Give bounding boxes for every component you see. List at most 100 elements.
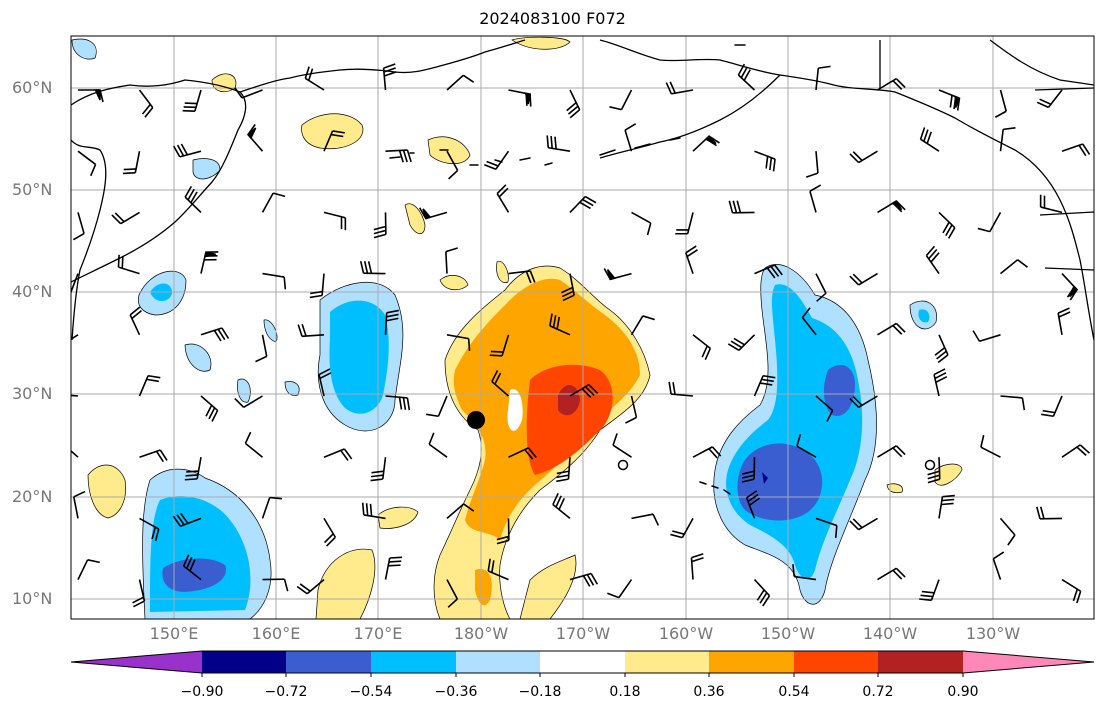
wind-barb: [919, 579, 940, 602]
wind-barb: [1061, 143, 1091, 157]
colorbar-tick-label: −0.90: [180, 684, 224, 700]
wind-barb: [938, 211, 956, 239]
wind-barb: [737, 63, 756, 91]
filled-circle-marker: [467, 411, 485, 429]
wind-barb: [182, 89, 202, 112]
lat-label: 20°N: [12, 487, 53, 506]
wind-barb: [815, 65, 831, 91]
wind-barb: [938, 494, 955, 519]
wind-barb: [323, 448, 353, 461]
wind-barb: [692, 334, 712, 360]
wind-barb: [849, 272, 878, 286]
wind-barb: [569, 383, 599, 399]
wind-barb: [370, 457, 387, 482]
colorbar-segment: [625, 651, 709, 673]
wind-barb: [849, 150, 878, 164]
wind-barb: [1000, 395, 1026, 411]
wind-barb: [361, 502, 386, 520]
lon-label: 130°W: [965, 624, 1021, 643]
wind-barb: [877, 199, 906, 214]
wind-barb: [569, 195, 597, 213]
lon-label: 180°W: [453, 624, 509, 643]
lon-label: 140°W: [862, 624, 918, 643]
wind-barb: [549, 313, 571, 336]
colorbar-tick-label: 0.90: [947, 684, 979, 700]
wind-barb: [304, 66, 325, 91]
wind-barb: [999, 127, 1016, 152]
colorbar-tick-label: 0.36: [693, 684, 725, 700]
wind-barb: [491, 370, 510, 397]
wind-barb: [446, 579, 459, 608]
wind-barb: [809, 184, 822, 213]
wind-barb: [933, 368, 948, 397]
wind-barb: [73, 490, 86, 519]
wind-barb: [792, 564, 817, 581]
lat-label: 30°N: [12, 384, 53, 403]
colorbar-segment: [540, 651, 625, 673]
wind-barb: [71, 394, 79, 397]
wind-barb: [877, 445, 906, 458]
wind-barb: [609, 89, 633, 111]
wind-barb: [184, 186, 202, 213]
wind-barb: [200, 395, 219, 422]
wind-barb: [675, 212, 694, 235]
wind-barb: [607, 579, 633, 599]
wind-barb: [309, 273, 325, 299]
wind-barb: [384, 309, 399, 335]
wind-barb: [927, 457, 941, 484]
wind-barb: [246, 124, 264, 152]
colorbar-tick-label: −0.36: [434, 684, 478, 700]
wind-barb: [992, 551, 1005, 580]
wind-barb: [323, 130, 345, 152]
colorbar-tick-label: 0.54: [778, 684, 810, 700]
wind-barb: [1041, 395, 1063, 418]
wind-barb: [754, 150, 776, 172]
wind-barb: [508, 89, 532, 107]
wind-barb: [741, 457, 756, 483]
wind-barb: [668, 381, 694, 397]
wind-barb: [359, 260, 386, 275]
colorbar-segment: [371, 651, 456, 673]
wind-barb: [849, 395, 878, 409]
wind-barb: [200, 327, 230, 342]
wind-barb: [925, 245, 940, 275]
wind-barb: [382, 63, 397, 91]
colorbar-segment: [456, 651, 540, 673]
wind-barb: [173, 143, 202, 158]
lon-label: 150°E: [149, 624, 199, 643]
wind-barb: [323, 517, 337, 547]
colorbar-segment: [202, 651, 286, 673]
wind-barb: [138, 89, 154, 118]
wind-barb: [815, 273, 827, 302]
wind-barb: [753, 374, 776, 397]
lat-label: 10°N: [12, 589, 53, 608]
wind-barb: [877, 567, 906, 581]
lon-label: 170°E: [353, 624, 403, 643]
wind-barb: [670, 518, 694, 539]
wind-barb: [624, 123, 637, 152]
wind-barb: [255, 334, 268, 363]
wind-barb: [612, 433, 632, 458]
aleutian-islands: [389, 44, 746, 495]
wind-barb: [999, 517, 1016, 546]
wind-barb: [815, 517, 838, 538]
wind-barb: [323, 211, 347, 231]
colorbar-segment: [878, 651, 963, 673]
wind-barb: [71, 449, 79, 458]
open-circle-marker: [617, 459, 629, 471]
lat-label: 60°N: [12, 78, 53, 97]
wind-barb: [603, 268, 632, 281]
wind-barb: [184, 457, 202, 481]
wind-barb: [630, 315, 655, 336]
wind-barbs: [71, 63, 1091, 608]
wind-barb: [1061, 273, 1079, 301]
wind-barb: [552, 493, 571, 520]
wind-barb: [1061, 578, 1082, 604]
colorbar-tick-label: −0.72: [264, 684, 308, 700]
wind-barb: [385, 149, 412, 163]
wind-barb: [801, 307, 817, 336]
wind-barb: [972, 330, 1001, 342]
wind-barb: [569, 572, 599, 587]
wind-barb: [1061, 444, 1090, 458]
